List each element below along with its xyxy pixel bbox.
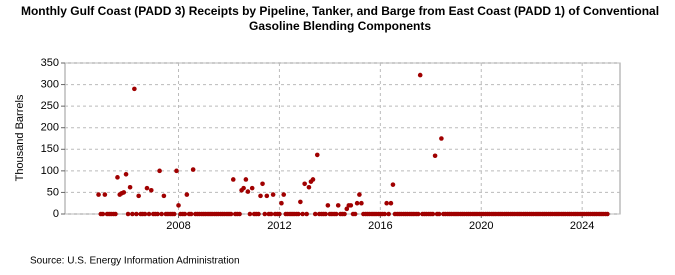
point	[268, 211, 274, 217]
plot-area	[64, 62, 621, 215]
point	[325, 203, 331, 208]
point	[176, 203, 181, 208]
point	[127, 184, 133, 190]
point	[249, 185, 255, 191]
y-axis-label: Thousand Barrels	[14, 94, 26, 181]
point	[228, 211, 234, 217]
point	[432, 153, 438, 159]
point	[258, 193, 263, 199]
point	[348, 203, 354, 208]
point	[115, 175, 120, 180]
point	[386, 211, 391, 217]
point	[159, 211, 164, 217]
point	[277, 211, 282, 217]
point	[121, 190, 127, 195]
point	[436, 211, 442, 217]
point	[230, 177, 236, 182]
point	[354, 200, 360, 206]
point	[182, 211, 188, 217]
point	[262, 211, 268, 217]
point	[190, 167, 196, 172]
chart-title: Monthly Gulf Coast (PADD 3) Receipts by …	[20, 4, 660, 33]
point	[245, 189, 251, 194]
x-tick-label: 2024	[570, 220, 594, 232]
point	[102, 192, 108, 197]
point	[352, 211, 358, 217]
point	[300, 211, 305, 217]
point	[125, 211, 131, 217]
y-tick-label: 50	[47, 186, 59, 198]
point	[312, 211, 318, 217]
point	[298, 199, 303, 205]
point	[390, 182, 396, 187]
point	[188, 211, 194, 217]
point	[247, 211, 253, 217]
y-tick-label: 300	[41, 78, 59, 90]
point	[417, 72, 423, 78]
source: Source: U.S. Energy Information Administ…	[30, 256, 240, 267]
point	[439, 136, 444, 141]
point	[430, 211, 436, 217]
point	[260, 181, 265, 187]
point	[310, 177, 316, 182]
point	[148, 187, 154, 193]
point	[144, 185, 150, 191]
x-tick-label: 2012	[267, 220, 291, 232]
y-tick-label: 200	[41, 122, 59, 134]
point	[123, 172, 129, 177]
point	[382, 211, 387, 217]
point	[314, 152, 320, 158]
point	[281, 192, 287, 197]
point	[357, 192, 362, 197]
point	[155, 211, 160, 217]
point	[415, 211, 421, 217]
point	[237, 211, 242, 217]
y-tick-label: 350	[41, 57, 59, 69]
point	[359, 200, 364, 206]
y-tick-label: 100	[41, 165, 59, 177]
point	[113, 211, 118, 217]
point	[174, 168, 179, 174]
x-tick-label: 2008	[166, 220, 190, 232]
point	[605, 211, 610, 217]
point	[142, 211, 148, 217]
point	[184, 192, 190, 197]
point	[335, 203, 341, 208]
point	[264, 193, 270, 199]
point	[333, 211, 339, 217]
point	[132, 86, 137, 92]
point	[134, 211, 139, 217]
point	[256, 211, 261, 217]
point	[388, 200, 394, 206]
point	[302, 181, 307, 187]
point	[279, 200, 284, 206]
x-tick-label: 2016	[368, 220, 392, 232]
point	[323, 211, 328, 217]
point	[171, 211, 177, 217]
point	[384, 200, 389, 206]
point	[136, 193, 141, 199]
point	[243, 177, 249, 182]
point	[130, 211, 135, 217]
point	[146, 211, 152, 217]
x-tick-label: 2020	[469, 220, 493, 232]
point	[100, 211, 106, 217]
point	[157, 168, 162, 174]
point	[96, 192, 101, 197]
point	[161, 193, 167, 199]
y-tick-label: 150	[41, 143, 59, 155]
point	[304, 211, 309, 217]
y-tick-label: 250	[41, 100, 59, 112]
point	[344, 206, 350, 212]
point	[270, 192, 276, 197]
y-tick-label: 0	[53, 208, 59, 220]
point	[241, 185, 246, 191]
point	[306, 184, 312, 190]
point	[342, 211, 347, 217]
point	[296, 211, 301, 217]
